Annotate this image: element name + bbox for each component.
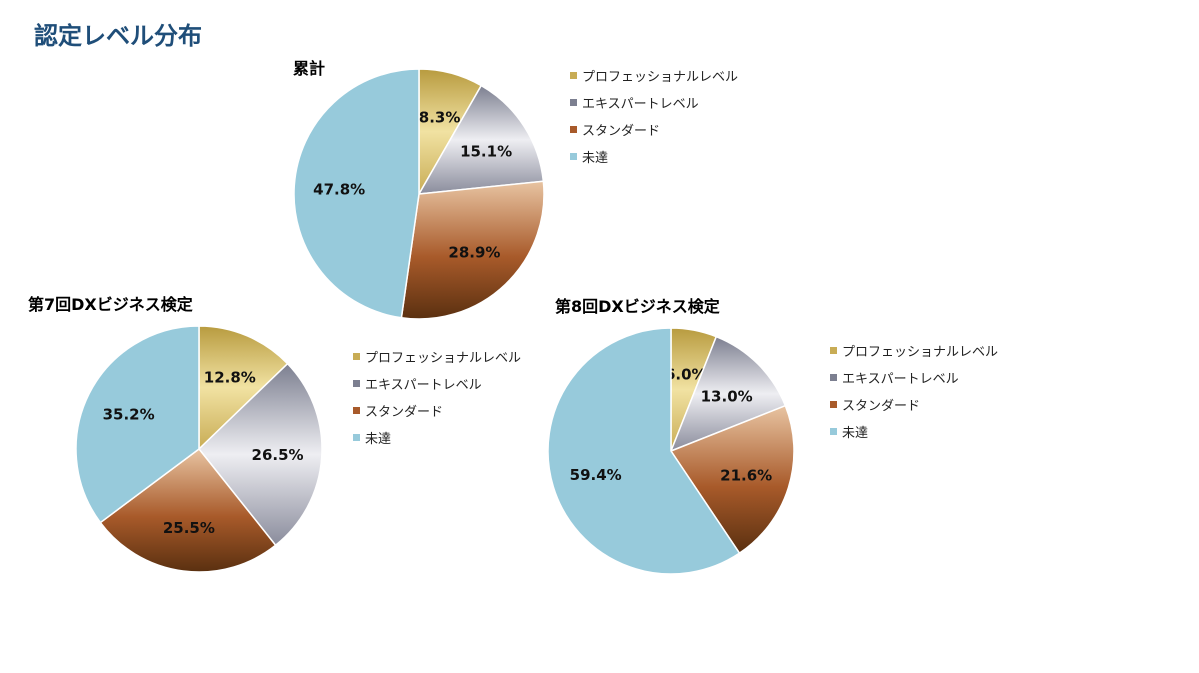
legend-label-unachieved: 未達	[582, 151, 608, 166]
page-title: 認定レベル分布	[34, 22, 202, 50]
data-label-expert: 15.1%	[460, 142, 512, 160]
pie-chart-round8: 第8回DXビジネス検定 6.0% 13.0% 21.6% 59.4% プロフェッショナルレ…	[547, 297, 998, 575]
data-label-unachieved: 59.4%	[570, 466, 622, 484]
legend-label-standard: スタンダード	[365, 405, 443, 420]
legend-swatch-expert	[570, 99, 577, 106]
legend-swatch-unachieved	[830, 428, 837, 435]
pie-slice-expert	[669, 335, 787, 453]
data-label-professional: 6.0%	[665, 366, 707, 384]
data-label-expert: 13.0%	[701, 387, 753, 405]
legend-label-unachieved: 未達	[842, 426, 868, 441]
legend-label-professional: プロフェッショナルレベル	[365, 351, 521, 366]
legend-swatch-standard	[830, 401, 837, 408]
data-label-standard: 25.5%	[163, 519, 215, 537]
legend-label-standard: スタンダード	[842, 399, 920, 414]
data-label-unachieved: 35.2%	[103, 406, 155, 424]
pie-slice-unachieved	[547, 327, 741, 575]
pie-chart-cumulative: 累計 8.3% 15.1% 28.9% 47.8% プロフェッショナルレベルエキスパートレ…	[293, 59, 738, 320]
pie-chart-round7: 第7回DXビジネス検定 12.8% 26.5% 25.5% 35.2% プロフェッショナル…	[28, 295, 521, 573]
chart-title-cumulative: 累計	[293, 59, 325, 78]
pie-slice-professional	[198, 325, 289, 451]
pie-slice-expert	[417, 84, 545, 195]
data-label-unachieved: 47.8%	[313, 180, 365, 198]
legend-label-expert: エキスパートレベル	[842, 372, 959, 387]
legend-swatch-expert	[830, 374, 837, 381]
data-label-standard: 28.9%	[448, 244, 500, 262]
legend-label-standard: スタンダード	[582, 124, 660, 139]
legend-label-expert: エキスパートレベル	[582, 97, 699, 112]
pie-slice-standard	[99, 447, 277, 573]
legend-label-unachieved: 未達	[365, 432, 391, 447]
chart-title-round7: 第7回DXビジネス検定	[28, 295, 193, 314]
pie-slice-expert	[197, 362, 323, 547]
data-label-standard: 21.6%	[720, 466, 772, 484]
pie-slice-standard	[669, 404, 795, 555]
legend-label-professional: プロフェッショナルレベル	[582, 70, 738, 85]
legend-swatch-unachieved	[570, 153, 577, 160]
legend-swatch-standard	[570, 126, 577, 133]
legend-label-professional: プロフェッショナルレベル	[842, 345, 998, 360]
data-label-professional: 8.3%	[419, 109, 461, 127]
pie-slice-unachieved	[293, 68, 420, 319]
legend-swatch-professional	[830, 347, 837, 354]
chart-title-round8: 第8回DXビジネス検定	[555, 297, 720, 316]
legend-label-expert: エキスパートレベル	[365, 378, 482, 393]
data-label-professional: 12.8%	[204, 369, 256, 387]
legend-swatch-unachieved	[353, 434, 360, 441]
pie-slice-unachieved	[75, 325, 200, 524]
legend-swatch-expert	[353, 380, 360, 387]
pie-slice-standard	[400, 180, 545, 320]
legend-swatch-standard	[353, 407, 360, 414]
legend-swatch-professional	[570, 72, 577, 79]
data-label-expert: 26.5%	[252, 446, 304, 464]
legend-swatch-professional	[353, 353, 360, 360]
